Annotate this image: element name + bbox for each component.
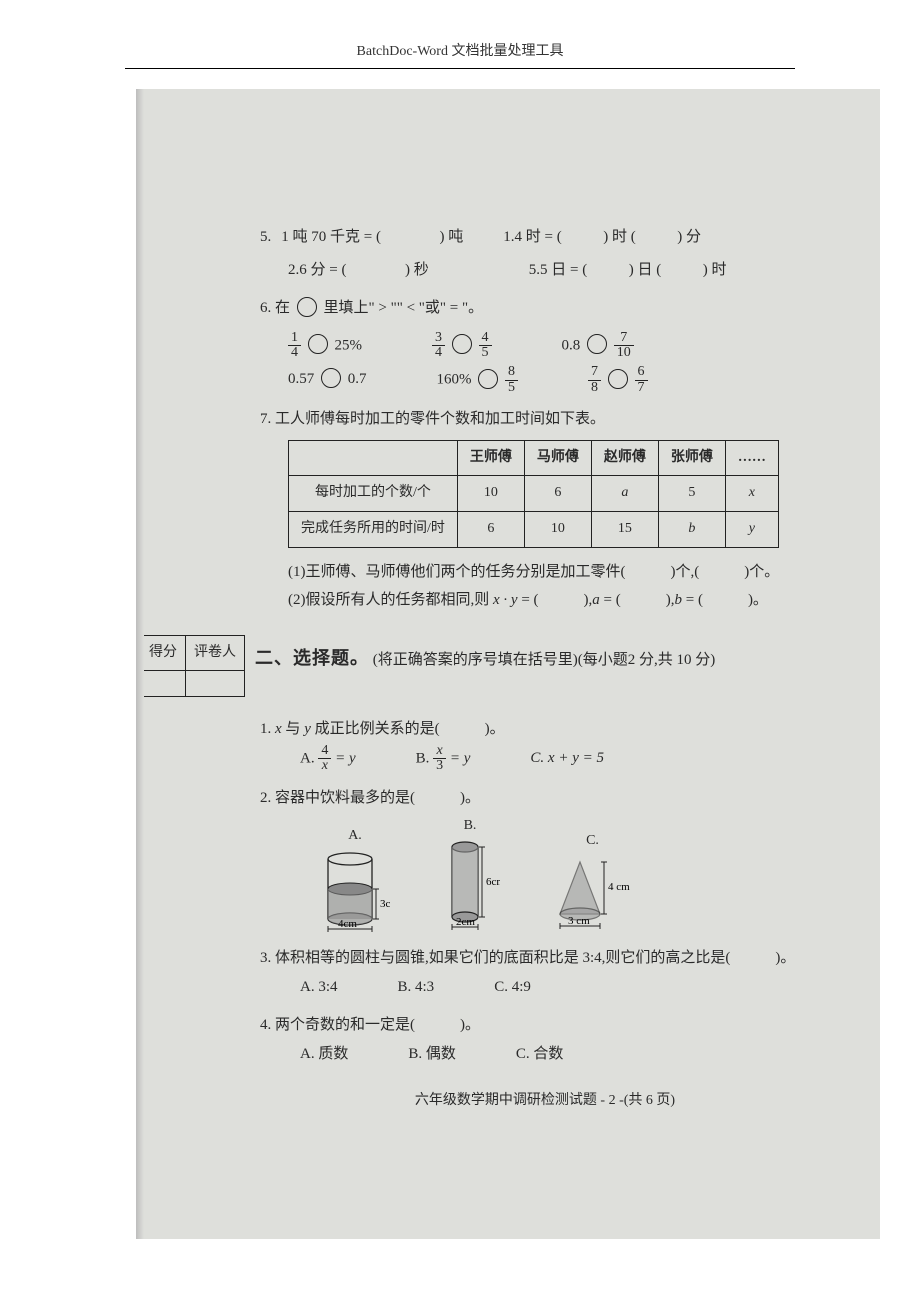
score-box: 得分评卷人 xyxy=(140,635,245,698)
svg-text:3cm: 3cm xyxy=(380,898,390,910)
q7-text: 工人师傅每时加工的零件个数和加工时间如下表。 xyxy=(275,411,605,427)
diagram-a: A. 3cm 4cm xyxy=(320,823,390,935)
cylinder-a-icon: 3cm 4cm xyxy=(320,849,390,934)
blank xyxy=(385,229,436,245)
q7-num: 7. xyxy=(260,411,271,427)
blank xyxy=(565,229,599,245)
s2-question-1: 1. x 与 y 成正比例关系的是( )。 A. 4x = y B. x3 = … xyxy=(260,715,830,774)
cylinder-b-icon: 6cm 2cm xyxy=(440,839,500,934)
circle-icon xyxy=(587,334,607,354)
option-a: A. 质数 xyxy=(300,1040,348,1069)
option-c: C. x + y = 5 xyxy=(530,744,604,774)
q5-b-mid: ) 时 ( xyxy=(603,229,636,245)
header-rule xyxy=(125,68,795,69)
q6-item-2: 34 45 xyxy=(432,331,492,361)
option-b: B. 4:3 xyxy=(398,973,435,1002)
q5-d-left: 5.5 日 = ( xyxy=(529,262,587,278)
section-note: (将正确答案的序号填在括号里)(每小题2 分,共 10 分) xyxy=(373,652,715,668)
option-b: B. x3 = y xyxy=(416,744,471,774)
q6-text2: 里填上" > "" < "或" = "。 xyxy=(324,300,484,316)
diagram-c: C. 4 cm 3 cm xyxy=(550,828,635,935)
q5-d-mid: ) 日 ( xyxy=(629,262,662,278)
section-2-header: 得分评卷人 二、选择题。 (将正确答案的序号填在括号里)(每小题2 分,共 10… xyxy=(140,635,830,698)
svg-text:2cm: 2cm xyxy=(456,916,475,928)
q5-num: 5. xyxy=(260,223,271,252)
q5-d-right: ) 时 xyxy=(703,262,727,278)
q6-item-5: 160% 85 xyxy=(437,365,519,395)
question-6: 6. 在 里填上" > "" < "或" = "。 14 25% 34 45 0… xyxy=(260,294,830,395)
blank xyxy=(639,229,673,245)
circle-icon xyxy=(321,368,341,388)
option-a: A. 3:4 xyxy=(300,973,338,1002)
scan-shadow xyxy=(136,89,144,1239)
blank xyxy=(350,262,401,278)
q6-text: 在 xyxy=(275,300,290,316)
diagram-b: B. 6cm 2cm xyxy=(440,813,500,935)
circle-icon xyxy=(297,297,317,317)
blank xyxy=(665,262,699,278)
q5-b-right: ) 分 xyxy=(677,229,701,245)
blank xyxy=(591,262,625,278)
option-c: C. 4:9 xyxy=(494,973,531,1002)
option-a: A. 4x = y xyxy=(300,744,356,774)
option-b: B. 偶数 xyxy=(408,1040,456,1069)
circle-icon xyxy=(608,369,628,389)
q6-item-3: 0.8 710 xyxy=(562,331,634,361)
svg-text:3 cm: 3 cm xyxy=(568,915,590,927)
question-7: 7. 工人师傅每时加工的零件个数和加工时间如下表。 王师傅 马师傅 赵师傅 张师… xyxy=(260,405,830,614)
q7-sub1: (1)王师傅、马师傅他们两个的任务分别是加工零件( )个,( )个。 xyxy=(288,558,830,587)
question-5: 5. 1 吨 70 千克 = ( ) 吨 1.4 时 = ( ) 时 ( ) 分… xyxy=(260,223,830,284)
table-row: 每时加工的个数/个 10 6 a 5 x xyxy=(289,476,779,512)
svg-text:4cm: 4cm xyxy=(338,918,357,930)
q6-item-4: 0.57 0.7 xyxy=(288,365,367,395)
section-title: 二、选择题。 xyxy=(255,648,369,668)
circle-icon xyxy=(308,334,328,354)
q6-num: 6. xyxy=(260,300,271,316)
q5-a-left: 1 吨 70 千克 = ( xyxy=(281,229,381,245)
svg-text:4 cm: 4 cm xyxy=(608,881,630,893)
s2-question-3: 3. 体积相等的圆柱与圆锥,如果它们的底面积比是 3:4,则它们的高之比是( )… xyxy=(260,944,830,1001)
cone-c-icon: 4 cm 3 cm xyxy=(550,854,635,934)
svg-text:6cm: 6cm xyxy=(486,876,500,888)
q5-a-right: ) 吨 xyxy=(439,229,463,245)
page-header: BatchDoc-Word 文档批量处理工具 xyxy=(0,0,920,68)
q5-c-left: 2.6 分 = ( xyxy=(288,262,346,278)
page-footer: 六年级数学期中调研检测试题 - 2 -(共 6 页) xyxy=(260,1088,830,1115)
option-c: C. 合数 xyxy=(516,1040,564,1069)
q7-table: 王师傅 马师傅 赵师傅 张师傅 …… 每时加工的个数/个 10 6 a 5 x … xyxy=(288,440,779,548)
table-row: 完成任务所用的时间/时 6 10 15 b y xyxy=(289,511,779,547)
q7-sub2: (2)假设所有人的任务都相同,则 x · y = ( ),a = ( ),b =… xyxy=(288,586,830,615)
s2-question-4: 4. 两个奇数的和一定是( )。 A. 质数 B. 偶数 C. 合数 xyxy=(260,1011,830,1068)
q5-c-right: ) 秒 xyxy=(405,262,429,278)
table-row: 王师傅 马师傅 赵师傅 张师傅 …… xyxy=(289,440,779,476)
q5-b-left: 1.4 时 = ( xyxy=(503,229,561,245)
circle-icon xyxy=(478,369,498,389)
q6-item-1: 14 25% xyxy=(288,331,362,361)
q6-item-6: 78 67 xyxy=(588,365,648,395)
circle-icon xyxy=(452,334,472,354)
scanned-page: 5. 1 吨 70 千克 = ( ) 吨 1.4 时 = ( ) 时 ( ) 分… xyxy=(140,89,880,1239)
s2-question-2: 2. 容器中饮料最多的是( )。 A. 3cm xyxy=(260,784,830,934)
